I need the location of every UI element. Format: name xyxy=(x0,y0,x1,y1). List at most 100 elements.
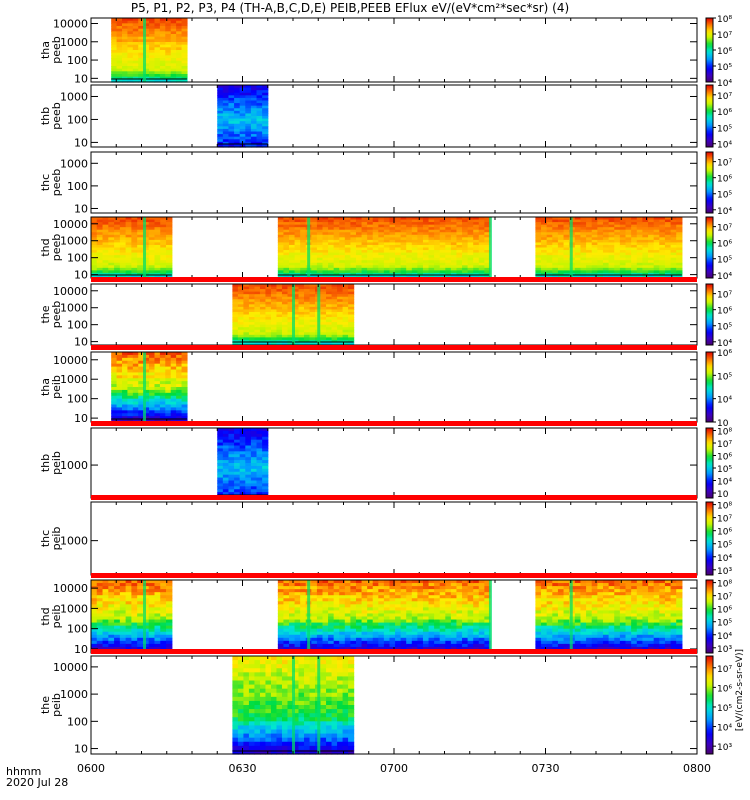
panel-thd-peeb: 10100100010000thdpeeb10⁴10⁵10⁶10⁷ xyxy=(39,217,732,282)
colorbar-tick-label: 10⁷ xyxy=(717,31,732,41)
colorbar-tick-label: 10⁴ xyxy=(717,207,732,217)
y-tick-label: 10000 xyxy=(53,17,88,30)
spike xyxy=(143,217,146,278)
quality-flag-bar xyxy=(91,345,697,350)
quality-flag-bar xyxy=(91,421,697,426)
colorbar xyxy=(706,352,713,422)
spike xyxy=(143,18,146,82)
colorbar xyxy=(706,217,713,278)
y-axis-product-label: peib xyxy=(50,527,63,551)
colorbar-tick-label: 10⁷ xyxy=(717,515,732,525)
colorbar-tick-label: 10⁶ xyxy=(717,108,732,118)
y-axis-product-label: peib xyxy=(50,375,63,399)
panel-frame xyxy=(91,85,697,147)
spike xyxy=(317,284,320,345)
colorbar-tick-label: 10⁶ xyxy=(717,307,732,317)
y-tick-label: 1000 xyxy=(60,90,88,103)
colorbar-tick-label: 10⁸ xyxy=(717,502,732,512)
data-segment xyxy=(91,580,172,654)
y-tick-label: 1000 xyxy=(60,36,88,49)
panel-thb-peeb: 101001000thbpeeb10⁴10⁵10⁶10⁷ xyxy=(39,85,732,151)
colorbar-tick-label: 10⁷ xyxy=(717,159,732,169)
spectrogram-figure: 10100100010000thapeeb10⁴10⁵10⁶10⁷10⁸1010… xyxy=(0,0,750,800)
colorbar-tick-label: 10⁳ xyxy=(717,490,729,500)
colorbar-tick-label: 10⁴ xyxy=(717,396,732,406)
colorbar xyxy=(706,85,713,147)
y-tick-label: 1000 xyxy=(60,373,88,386)
colorbar-tick-label: 10⁷ xyxy=(717,291,732,301)
y-tick-label: 10 xyxy=(74,136,88,149)
colorbar-tick-label: 10⁴ xyxy=(717,478,732,488)
panel-tha-peeb: 10100100010000thapeeb10⁴10⁵10⁶10⁷10⁸ xyxy=(39,15,732,89)
colorbar-tick-label: 10⁵ xyxy=(717,124,732,134)
data-segment xyxy=(111,18,187,83)
colorbar-tick-label: 10⁶ xyxy=(717,240,732,250)
y-tick-label: 1000 xyxy=(60,302,88,315)
colorbar xyxy=(706,428,713,498)
colorbar-tick-label: 10⁵ xyxy=(717,323,732,333)
colorbar-tick-label: 10⁶ xyxy=(717,528,732,538)
colorbar-tick-label: 10⁴ xyxy=(717,272,732,282)
colorbar-tick-label: 10⁶ xyxy=(717,453,732,463)
y-tick-label: 1000 xyxy=(60,535,88,548)
colorbar-tick-label: 10⁵ xyxy=(717,63,732,73)
colorbar-tick-label: 10⁵ xyxy=(717,541,732,551)
spike xyxy=(292,284,295,345)
colorbar xyxy=(706,284,713,345)
colorbar-tick-label: 10⁴ xyxy=(717,141,732,151)
colorbar-tick-label: 10⁵ xyxy=(717,372,732,382)
y-axis-product-label: peib xyxy=(50,451,63,475)
spike xyxy=(143,352,146,422)
data-segment xyxy=(535,217,682,279)
panel-thb-peib: 1000thbpeib10⁳10⁴10⁵10⁶10⁷10⁸ xyxy=(39,421,732,500)
panel-frame xyxy=(91,502,697,575)
y-tick-label: 100 xyxy=(67,180,88,193)
colorbar-tick-label: 10³ xyxy=(717,567,732,577)
panel-thc-peib: 1000thcpeib10³10⁴10⁵10⁶10⁷10⁸ xyxy=(39,495,732,577)
spike xyxy=(570,217,573,278)
quality-flag-bar xyxy=(91,573,697,578)
spike xyxy=(307,217,310,278)
panel-the-peeb: 10100100010000thepeeb10⁴10⁵10⁶10⁷ xyxy=(39,277,732,349)
colorbar xyxy=(706,502,713,575)
panel-frame xyxy=(91,428,697,498)
colorbar-tick-label: 10⁸ xyxy=(717,428,732,438)
panel-frame xyxy=(91,152,697,213)
colorbar-tick-label: 10⁶ xyxy=(717,349,732,359)
y-axis-product-label: peeb xyxy=(50,234,63,262)
y-tick-label: 10 xyxy=(74,412,88,425)
y-tick-label: 10 xyxy=(74,269,88,282)
y-axis-product-label: peeb xyxy=(50,102,63,130)
colorbar-tick-label: 10⁴ xyxy=(717,79,732,89)
panel-tha-peib: 10100100010000thapeib10⁳10⁴10⁵10⁶ xyxy=(39,345,732,429)
y-tick-label: 1000 xyxy=(60,157,88,170)
y-tick-label: 10000 xyxy=(53,285,88,298)
y-tick-label: 100 xyxy=(67,393,88,406)
panel-thc-peeb: 101001000thcpeeb10⁴10⁵10⁶10⁷ xyxy=(39,152,732,217)
data-segment xyxy=(217,428,268,499)
colorbar-tick-label: 10⁵ xyxy=(717,465,732,475)
colorbar-tick-label: 10⁶ xyxy=(717,47,732,57)
panel-frame xyxy=(91,284,697,345)
quality-flag-bar xyxy=(91,495,697,500)
y-tick-label: 100 xyxy=(67,113,88,126)
y-tick-label: 100 xyxy=(67,252,88,265)
y-axis-product-label: peeb xyxy=(50,169,63,197)
y-tick-label: 100 xyxy=(67,319,88,332)
colorbar-tick-label: 10⁵ xyxy=(717,256,732,266)
colorbar-tick-label: 10⁴ xyxy=(717,339,732,349)
colorbar-tick-label: 10⁴ xyxy=(717,554,732,564)
y-tick-label: 10 xyxy=(74,336,88,349)
y-axis-product-label: peeb xyxy=(50,301,63,329)
colorbar-tick-label: 10⁷ xyxy=(717,92,732,102)
colorbar-tick-label: 10⁶ xyxy=(717,175,732,185)
colorbar-tick-label: 10⁸ xyxy=(717,15,732,25)
colorbar-tick-label: 10⁵ xyxy=(717,191,732,201)
y-tick-label: 10000 xyxy=(53,354,88,367)
y-tick-label: 10 xyxy=(74,72,88,85)
panel-thd-peib: 10100100010000thdpeib10³10⁴10⁵10⁶10⁷10⁸ xyxy=(39,573,732,656)
y-tick-label: 1000 xyxy=(60,235,88,248)
colorbar xyxy=(706,18,713,82)
colorbar-tick-label: 10⁷ xyxy=(717,224,732,234)
colorbar xyxy=(706,152,713,213)
